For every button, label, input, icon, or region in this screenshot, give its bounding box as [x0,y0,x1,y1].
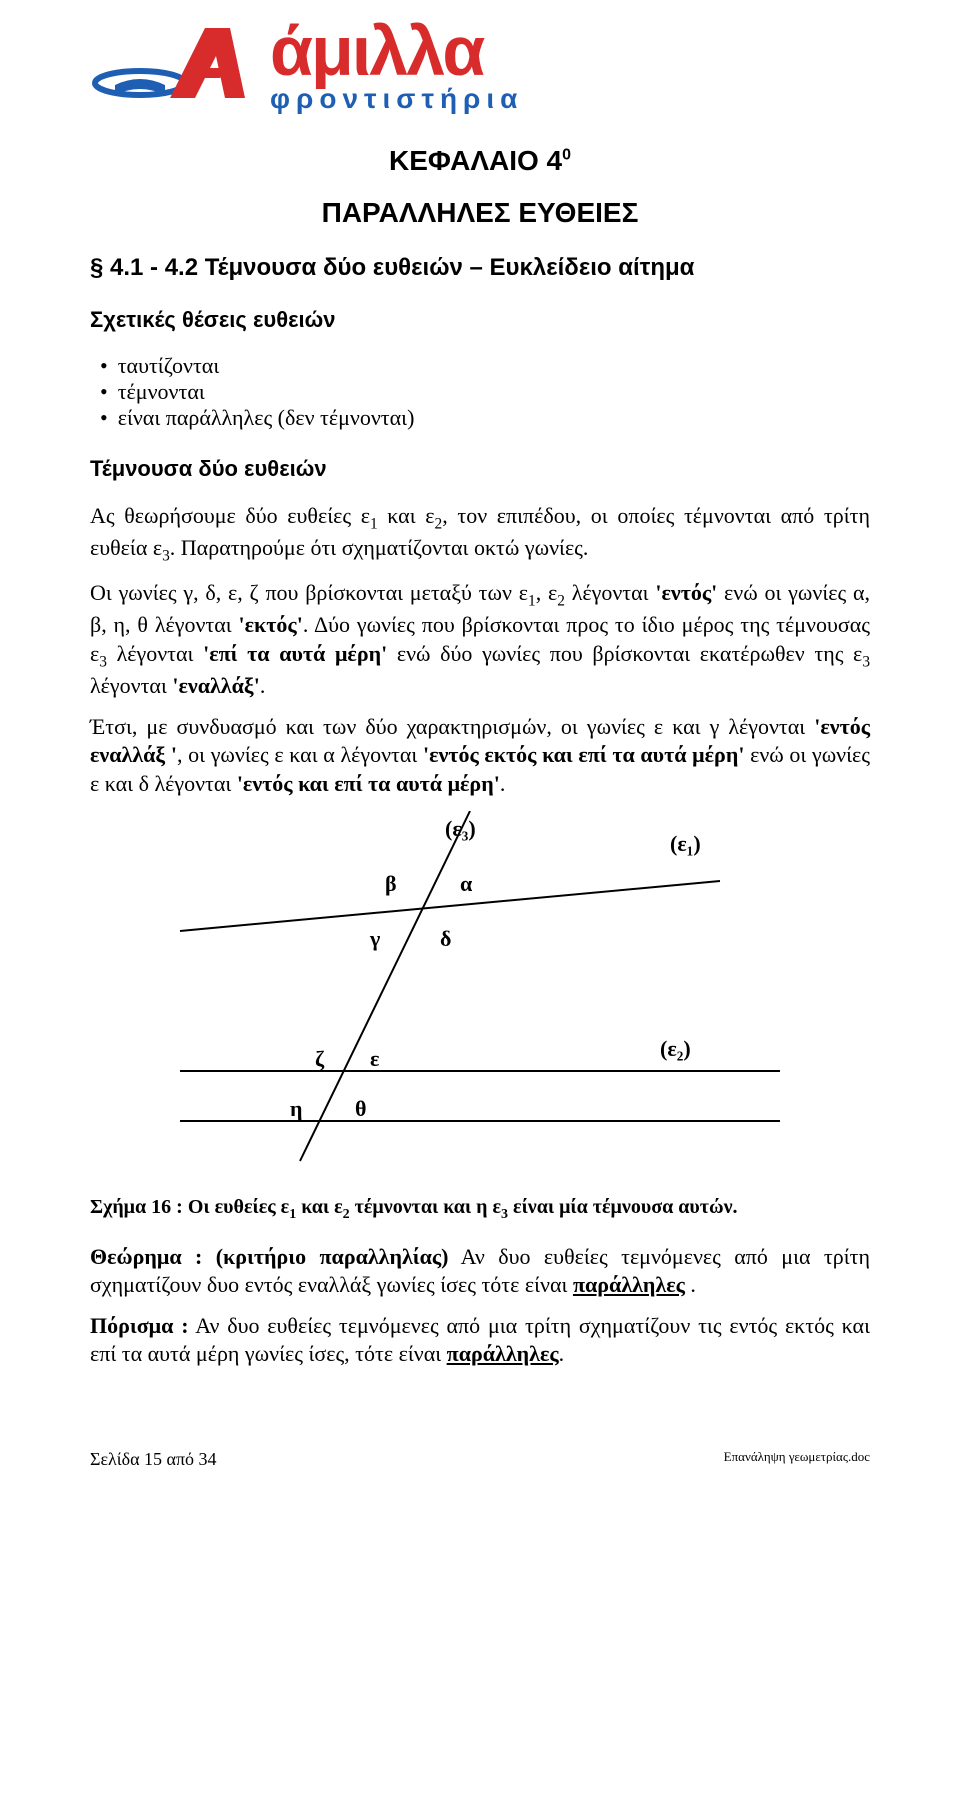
chapter-label: ΚΕΦΑΛΑΙΟ 4 [389,145,562,176]
positions-heading: Σχετικές θέσεις ευθειών [90,307,870,333]
svg-text:ε: ε [370,1046,379,1071]
chapter-sup: 0 [562,147,571,164]
list-item: ταυτίζονται [100,353,870,379]
svg-text:(ε₂): (ε₂) [660,1036,691,1061]
logo-main-text: άμιλλα [270,20,533,83]
svg-text:δ: δ [440,926,451,951]
theorem: Θεώρημα : (κριτήριο παραλληλίας) Αν δυο … [90,1243,870,1300]
figure-caption: Σχήμα 16 : Οι ευθείες ε1 και ε2 τέμνοντα… [90,1196,870,1223]
svg-text:ζ: ζ [315,1046,325,1071]
logo-text: άμιλλα φροντιστήρια [270,20,533,115]
footer-left: Σελίδα 15 από 34 [90,1449,217,1470]
chapter-heading: ΚΕΦΑΛΑΙΟ 40 [90,145,870,177]
logo-sub-text: φροντιστήρια [270,83,533,115]
svg-text:(ε₃): (ε₃) [445,816,476,841]
paragraph-1: Ας θεωρήσουμε δύο ευθείες ε1 και ε2, τον… [90,502,870,567]
logo-block: άμιλλα φροντιστήρια [90,20,870,115]
footer-right: Επανάληψη γεωμετρίας.doc [724,1449,870,1470]
corollary: Πόρισμα : Αν δυο ευθείες τεμνόμενες από … [90,1312,870,1369]
svg-text:γ: γ [369,926,380,951]
paragraph-3: Έτσι, με συνδυασμό και των δύο χαρακτηρι… [90,713,870,799]
svg-text:η: η [290,1096,303,1121]
section-heading: § 4.1 - 4.2 Τέμνουσα δύο ευθειών – Ευκλε… [90,254,870,282]
page-footer: Σελίδα 15 από 34 Επανάληψη γεωμετρίας.do… [90,1449,870,1470]
svg-text:α: α [460,871,473,896]
svg-text:(ε₁): (ε₁) [670,831,701,856]
transversal-heading: Τέμνουσα δύο ευθειών [90,456,870,482]
paragraph-2: Οι γωνίες γ, δ, ε, ζ που βρίσκονται μετα… [90,579,870,701]
logo-mark [90,23,250,113]
subtitle: ΠΑΡΑΛΛΗΛΕΣ ΕΥΘΕΙΕΣ [90,197,870,229]
figure-16: (ε₁) (ε₂) (ε₃) β α γ δ ζ ε η θ [160,811,800,1171]
svg-text:β: β [385,871,397,896]
list-item: είναι παράλληλες (δεν τέμνονται) [100,405,870,431]
svg-text:θ: θ [355,1096,366,1121]
list-item: τέμνονται [100,379,870,405]
bullet-list: ταυτίζονται τέμνονται είναι παράλληλες (… [90,353,870,431]
